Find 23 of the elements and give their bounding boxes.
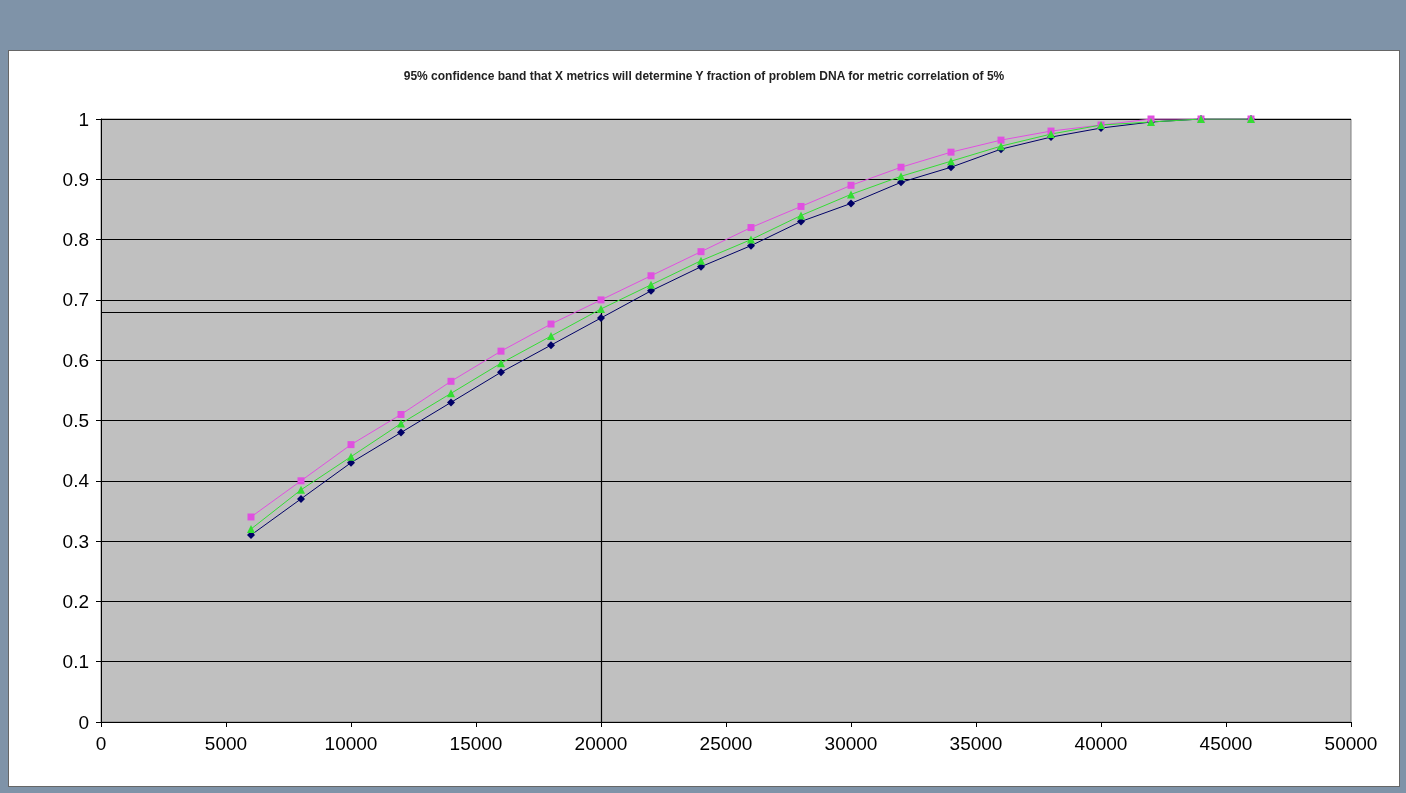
x-tick-label: 35000 [949, 733, 1003, 754]
x-tick-label: 45000 [1199, 733, 1253, 754]
x-tick-label: 20000 [574, 733, 628, 754]
x-tick-label: 25000 [699, 733, 753, 754]
x-tick-label: 5000 [204, 733, 248, 754]
y-tick-label: 0.7 [62, 289, 89, 311]
y-tick-label: 1 [78, 108, 89, 130]
y-tick-label: 0.3 [62, 530, 89, 552]
y-tick-label: 0 [78, 711, 89, 733]
y-tick-label: 0.1 [62, 651, 89, 673]
x-tick-label: 0 [95, 733, 107, 754]
x-tick-label: 10000 [324, 733, 378, 754]
y-tick-label: 0.8 [62, 229, 89, 251]
y-tick-label: 0.4 [62, 470, 90, 492]
x-tick-label: 50000 [1324, 733, 1378, 754]
x-tick-label: 40000 [1074, 733, 1128, 754]
y-tick-label: 0.9 [62, 168, 89, 190]
x-tick-label: 30000 [824, 733, 878, 754]
chart-title: 95% confidence band that X metrics will determine Y fraction of problem DNA for metric correlation of 5% [403, 69, 1005, 83]
y-tick-label: 0.2 [62, 590, 89, 612]
x-tick-label: 15000 [449, 733, 503, 754]
y-tick-label: 0.5 [62, 410, 89, 431]
y-tick-label: 0.6 [62, 349, 89, 371]
